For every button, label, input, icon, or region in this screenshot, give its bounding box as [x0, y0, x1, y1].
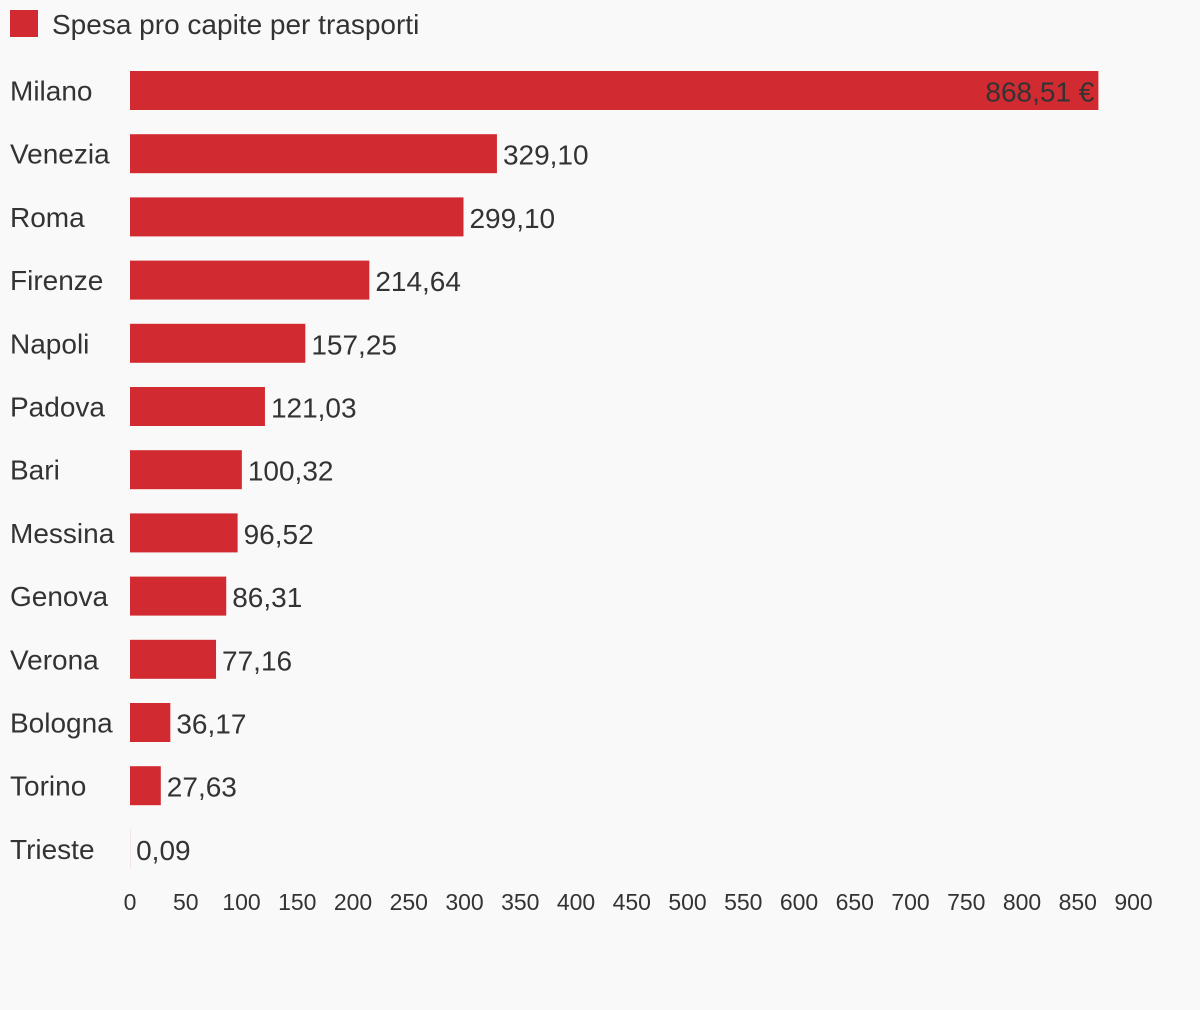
data-label: 27,63	[167, 772, 237, 803]
x-tick-label: 600	[780, 889, 818, 915]
x-tick-label: 750	[947, 889, 985, 915]
data-label: 868,51 €	[985, 77, 1094, 108]
data-label: 100,32	[248, 456, 334, 487]
category-label: Messina	[10, 518, 115, 549]
bar	[130, 134, 497, 174]
bar	[130, 450, 242, 490]
bar	[130, 260, 370, 300]
data-label: 121,03	[271, 393, 357, 424]
legend-label: Spesa pro capite per trasporti	[52, 9, 420, 40]
bar	[130, 197, 464, 237]
bar	[130, 323, 306, 363]
data-label: 86,31	[232, 582, 302, 613]
legend-swatch	[10, 10, 38, 37]
x-tick-label: 250	[390, 889, 428, 915]
bar	[130, 71, 1099, 110]
category-label: Padova	[10, 392, 105, 423]
category-label: Firenze	[10, 265, 103, 296]
data-label: 96,52	[244, 519, 314, 550]
x-tick-label: 150	[278, 889, 316, 915]
category-label: Napoli	[10, 328, 89, 359]
legend: Spesa pro capite per trasporti	[10, 9, 420, 42]
x-tick-label: 50	[173, 889, 199, 915]
bar	[130, 576, 227, 616]
bar	[130, 766, 161, 806]
category-label: Bologna	[10, 708, 113, 739]
x-tick-label: 450	[613, 889, 651, 915]
category-label: Milano	[10, 76, 92, 107]
category-label: Venezia	[10, 139, 110, 170]
category-label: Trieste	[10, 834, 95, 865]
x-tick-label: 100	[222, 889, 260, 915]
bar	[130, 513, 238, 553]
x-tick-label: 900	[1114, 889, 1152, 915]
category-label: Torino	[10, 771, 86, 802]
x-tick-label: 700	[891, 889, 929, 915]
data-label: 77,16	[222, 645, 292, 676]
data-label: 0,09	[136, 835, 191, 866]
x-tick-label: 850	[1059, 889, 1097, 915]
x-tick-label: 200	[334, 889, 372, 915]
category-label: Genova	[10, 581, 108, 612]
bar	[130, 639, 217, 679]
x-tick-label: 400	[557, 889, 595, 915]
x-tick-label: 550	[724, 889, 762, 915]
category-label: Verona	[10, 644, 99, 675]
data-label: 36,17	[176, 709, 246, 740]
data-label: 329,10	[503, 140, 589, 171]
data-label: 299,10	[469, 203, 555, 234]
x-tick-label: 500	[668, 889, 706, 915]
category-label: Bari	[10, 455, 60, 486]
x-tick-label: 800	[1003, 889, 1041, 915]
bar	[130, 703, 171, 742]
bar	[130, 387, 265, 426]
x-tick-label: 0	[124, 889, 137, 915]
x-tick-label: 350	[501, 889, 539, 915]
x-tick-label: 300	[445, 889, 483, 915]
category-label: Roma	[10, 202, 85, 233]
x-tick-label: 650	[836, 889, 874, 915]
data-label: 157,25	[311, 329, 397, 360]
data-label: 214,64	[375, 266, 461, 297]
